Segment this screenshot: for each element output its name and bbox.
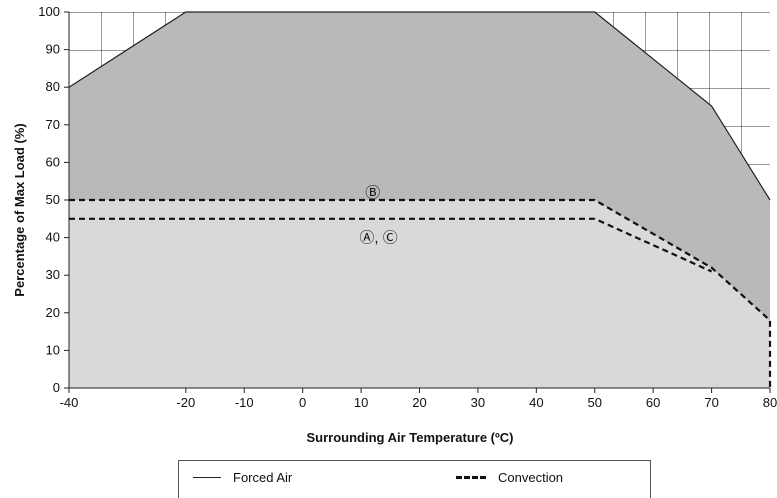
- x-tick-label: 10: [354, 395, 368, 410]
- legend-dashed-line-swatch: [456, 476, 486, 479]
- x-tick-label: 70: [704, 395, 718, 410]
- y-tick-label: 30: [46, 267, 60, 282]
- legend-item-forced-air: Forced Air: [193, 470, 292, 485]
- legend-solid-line-swatch: [193, 477, 221, 478]
- legend-label-convection: Convection: [498, 470, 564, 485]
- x-tick-label: 40: [529, 395, 543, 410]
- legend-label-forced-air: Forced Air: [233, 470, 293, 485]
- convection-ac-line: [69, 217, 713, 273]
- forced-air-line: [68, 11, 771, 201]
- x-tick-label: 20: [412, 395, 426, 410]
- annotation-b: Ⓑ: [365, 184, 380, 201]
- x-tick-label: -10: [235, 395, 254, 410]
- x-tick-label: 60: [646, 395, 660, 410]
- x-tick-label: 50: [588, 395, 602, 410]
- x-tick-label: -40: [60, 395, 79, 410]
- x-tick-label: 30: [471, 395, 485, 410]
- x-axis-label: Surrounding Air Temperature (ºC): [306, 430, 514, 445]
- y-tick-label: 90: [46, 42, 60, 57]
- legend-item-convection: Convection: [456, 470, 563, 485]
- convection-area: [69, 200, 770, 388]
- y-tick-label: 70: [46, 117, 60, 132]
- y-tick-label: 20: [46, 305, 60, 320]
- y-tick-label: 50: [46, 192, 60, 207]
- annotation-ac: Ⓐ, Ⓒ: [359, 230, 397, 247]
- y-axis-label: Percentage of Max Load (%): [12, 123, 27, 297]
- y-tick-label: 60: [46, 154, 60, 169]
- y-tick-label: 0: [53, 380, 60, 395]
- y-tick-label: 10: [46, 342, 60, 357]
- x-tick-label: 80: [763, 395, 777, 410]
- convection-b-line: [69, 198, 772, 388]
- y-tick-label: 80: [46, 79, 60, 94]
- y-tick-label: 100: [38, 4, 60, 19]
- y-tick-label: 40: [46, 230, 60, 245]
- legend: Forced Air Convection: [178, 460, 651, 498]
- x-tick-label: -20: [176, 395, 195, 410]
- x-tick-label: 0: [299, 395, 306, 410]
